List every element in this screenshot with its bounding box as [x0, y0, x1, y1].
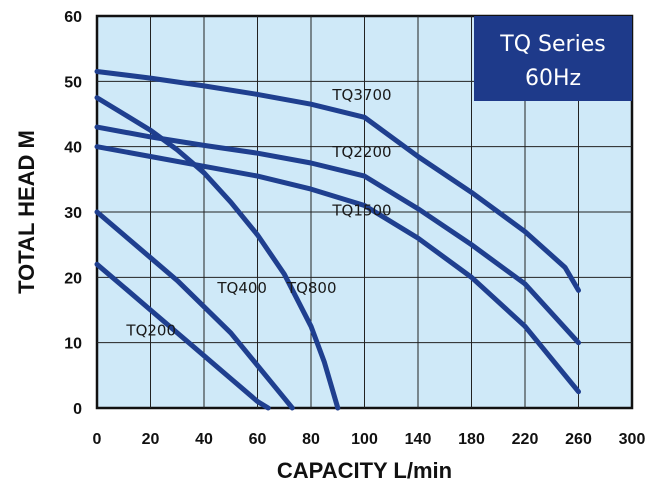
curve-label-tq200: TQ200: [125, 321, 176, 339]
x-tick-label: 260: [565, 431, 592, 448]
curve-label-tq3700: TQ3700: [331, 86, 391, 104]
curve-labels: TQ200 TQ400 TQ800 TQ1500 TQ2200 TQ3700: [125, 86, 391, 340]
series-badge: TQ Series 60Hz: [474, 16, 632, 101]
curve-tq800: [94, 95, 341, 411]
y-tick-label: 0: [73, 401, 82, 418]
curve-tq3700: [94, 69, 581, 293]
y-tick-label: 50: [64, 74, 82, 91]
tick-labels: 0 20 40 60 80 100 140 180 220 260 300 0 10 20 30 40 50 60: [64, 9, 645, 448]
x-tick-label: 0: [93, 431, 102, 448]
x-tick-label: 80: [302, 431, 320, 448]
x-tick-label: 300: [619, 431, 646, 448]
curve-label-tq2200: TQ2200: [331, 143, 391, 161]
y-tick-label: 60: [64, 9, 82, 26]
x-tick-label: 60: [249, 431, 267, 448]
y-tick-label: 10: [64, 336, 82, 353]
curve-label-tq400: TQ400: [216, 279, 267, 297]
x-axis-title: CAPACITY L/min: [277, 458, 452, 483]
curve-label-tq800: TQ800: [286, 279, 337, 297]
x-tick-label: 220: [512, 431, 539, 448]
y-tick-label: 20: [64, 270, 82, 287]
curves: [94, 69, 581, 411]
series-badge-frequency: 60Hz: [525, 66, 581, 91]
curve-tq400: [94, 209, 295, 411]
curve-tq2200: [94, 124, 581, 346]
curve-label-tq1500: TQ1500: [331, 202, 391, 220]
curve-tq1500: [94, 144, 581, 395]
y-tick-label: 40: [64, 140, 82, 157]
x-tick-label: 100: [351, 431, 378, 448]
x-tick-label: 180: [458, 431, 485, 448]
series-badge-box: [474, 16, 632, 101]
x-tick-label: 40: [195, 431, 213, 448]
y-axis-title: TOTAL HEAD M: [14, 130, 39, 294]
y-tick-label: 30: [64, 205, 82, 222]
series-badge-title: TQ Series: [499, 32, 605, 57]
x-tick-label: 140: [405, 431, 432, 448]
curve-tq200: [94, 261, 271, 411]
x-tick-label: 20: [142, 431, 160, 448]
